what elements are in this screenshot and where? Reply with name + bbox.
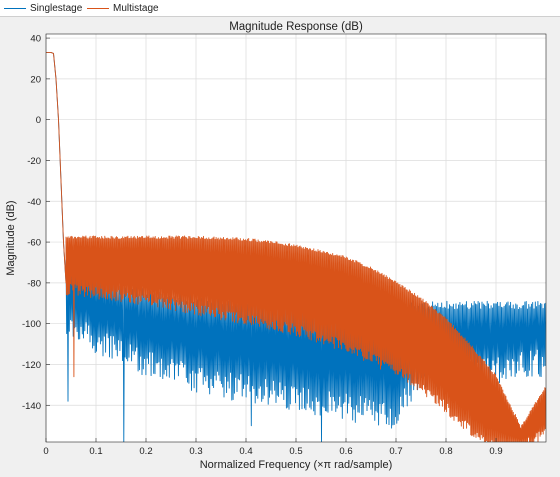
y-tick-label: 20 [30, 74, 41, 85]
series-layer [46, 51, 546, 442]
x-tick-label: 0.8 [439, 446, 452, 457]
y-axis-label: Magnitude (dB) [5, 200, 17, 275]
y-tick-label: -40 [27, 197, 41, 208]
legend-swatch-multistage [87, 7, 109, 9]
x-tick-label: 0.4 [239, 446, 252, 457]
chart-title: Magnitude Response (dB) [229, 21, 363, 33]
legend-label-multistage: Multistage [113, 2, 159, 14]
y-tick-label: -140 [22, 401, 41, 412]
series-line-singlestage [46, 51, 546, 442]
legend-swatch-singlestage [4, 7, 26, 9]
y-tick-label: -20 [27, 156, 41, 167]
legend-label-singlestage: Singlestage [30, 2, 83, 14]
x-tick-label: 0 [43, 446, 48, 457]
x-tick-label: 0.6 [339, 446, 352, 457]
legend-item-singlestage[interactable]: Singlestage [4, 2, 82, 14]
y-tick-label: 40 [30, 34, 41, 45]
legend-bar: Singlestage Multistage [0, 0, 560, 17]
axis-ticks: 0 0.1 0.2 0.3 0.4 0.5 0.6 0.7 0.8 0.9 40 20 0 -20 -40 -… [22, 34, 503, 457]
y-tick-label: -100 [22, 319, 41, 330]
series-line-multistage [46, 51, 546, 442]
x-tick-label: 0.7 [389, 446, 402, 457]
x-tick-label: 0.2 [139, 446, 152, 457]
y-tick-label: -80 [27, 278, 41, 289]
x-tick-label: 0.1 [89, 446, 102, 457]
x-axis-label: Normalized Frequency (×π rad/sample) [200, 459, 393, 471]
y-tick-label: -120 [22, 360, 41, 371]
y-tick-label: 0 [36, 115, 41, 126]
x-tick-label: 0.5 [289, 446, 302, 457]
legend-item-multistage[interactable]: Multistage [87, 2, 159, 14]
x-tick-label: 0.3 [189, 446, 202, 457]
x-tick-label: 0.9 [489, 446, 502, 457]
y-tick-label: -60 [27, 238, 41, 249]
